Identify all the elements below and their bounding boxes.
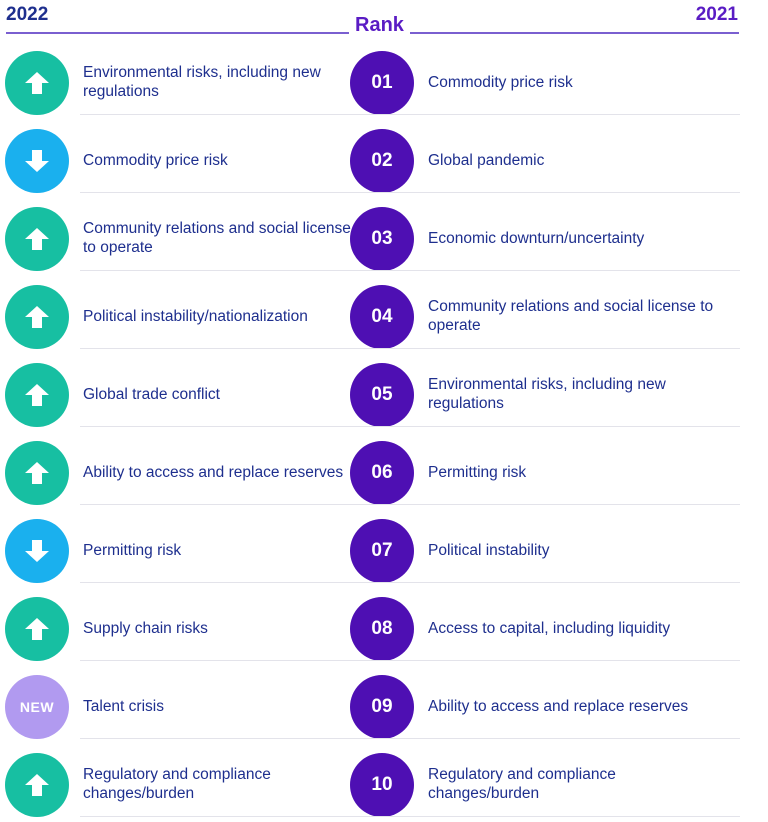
arrow-up-icon (5, 441, 69, 505)
rank-number-badge: 06 (350, 441, 414, 505)
risk-2022-label: Community relations and social license t… (83, 220, 351, 256)
rank-number-badge: 02 (350, 129, 414, 193)
risk-2022-label: Permitting risk (83, 541, 182, 559)
risk-2022-label: Talent crisis (83, 697, 164, 715)
rank-row: Global trade conflict 05 Environmental ris… (0, 361, 768, 427)
risk-2021-label: Economic downturn/uncertainty (428, 229, 645, 247)
rank-number-badge: 04 (350, 285, 414, 349)
arrow-up-icon (5, 207, 69, 271)
year-2022-label: 2022 (6, 4, 49, 25)
risk-2022-label: Global trade conflict (83, 385, 220, 403)
header: 2022 Rank 2021 (0, 0, 768, 44)
rank-row: Permitting risk 07 Political instability (0, 517, 768, 583)
arrow-up-icon (5, 753, 69, 817)
rank-number-badge: 03 (350, 207, 414, 271)
risk-2022-label: Ability to access and replace reserves (83, 463, 344, 481)
arrow-up-icon (5, 597, 69, 661)
rank-row: Commodity price risk 02 Global pandemic (0, 127, 768, 193)
rank-row: NEW Talent crisis 09 Ability to access and … (0, 673, 768, 739)
arrow-down-icon (5, 129, 69, 193)
risk-2021-label: Environmental risks, including new regul… (428, 376, 666, 412)
rank-number-badge: 01 (350, 51, 414, 115)
rank-title: Rank (349, 14, 410, 37)
rank-number-badge: 09 (350, 675, 414, 739)
new-badge: NEW (5, 675, 69, 739)
rank-number-badge: 05 (350, 363, 414, 427)
rank-number-badge: 10 (350, 753, 414, 817)
rank-row: Regulatory and compliance changes/burden… (0, 751, 768, 817)
arrow-down-icon (5, 519, 69, 583)
risk-2021-label: Ability to access and replace reserves (428, 697, 689, 715)
risk-2022-label: Environmental risks, including new regul… (83, 64, 321, 100)
risk-2022-label: Political instability/nationalization (83, 307, 308, 325)
risk-2022-label: Supply chain risks (83, 619, 208, 637)
arrow-up-icon (5, 285, 69, 349)
risk-2021-label: Global pandemic (428, 151, 545, 169)
arrow-up-icon (5, 363, 69, 427)
risk-2021-label: Permitting risk (428, 463, 527, 481)
risk-2021-label: Commodity price risk (428, 73, 573, 91)
rank-row: Supply chain risks 08 Access to capital, i… (0, 595, 768, 661)
risk-2021-label: Political instability (428, 541, 550, 559)
rank-row: Ability to access and replace reserves 06… (0, 439, 768, 505)
rank-number-badge: 08 (350, 597, 414, 661)
rank-row: Community relations and social license t… (0, 205, 768, 271)
arrow-up-icon (5, 51, 69, 115)
risk-2021-label: Access to capital, including liquidity (428, 619, 671, 637)
risk-2022-label: Commodity price risk (83, 151, 228, 169)
year-2021-label: 2021 (695, 4, 738, 25)
rank-row: Environmental risks, including new regul… (0, 49, 768, 115)
risk-2021-label: Regulatory and compliance changes/burden (428, 766, 616, 802)
new-badge-label: NEW (19, 699, 55, 715)
risk-2022-label: Regulatory and compliance changes/burden (83, 766, 271, 802)
rank-row: Political instability/nationalization 04 C… (0, 283, 768, 349)
risk-2021-label: Community relations and social license t… (428, 298, 714, 334)
rank-number-badge: 07 (350, 519, 414, 583)
